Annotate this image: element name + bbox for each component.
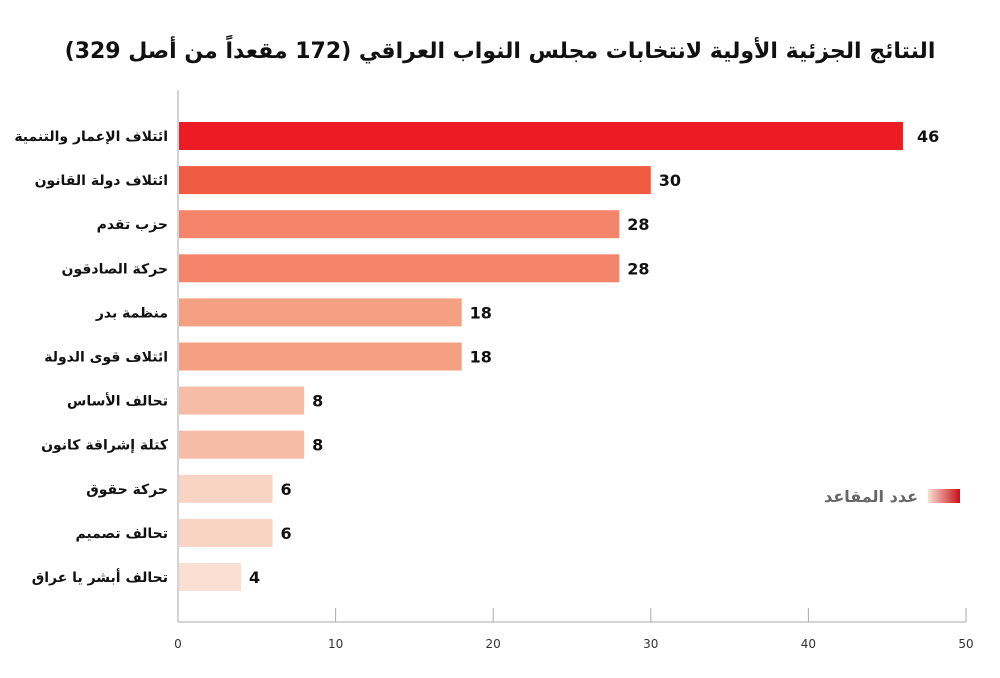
x-tick-label: 20: [486, 637, 501, 651]
category-label: حركة حقوق: [86, 482, 168, 498]
category-label: كتلة إشراقة كانون: [41, 438, 169, 454]
x-tick-label: 0: [174, 637, 182, 651]
legend-swatch: [928, 489, 960, 503]
category-label: ائتلاف قوى الدولة: [44, 350, 168, 366]
data-label: 28: [627, 215, 649, 234]
bar: [179, 166, 651, 195]
bar: [179, 342, 462, 371]
chart-title: النتائج الجزئية الأولية لانتخابات مجلس ا…: [64, 39, 936, 64]
category-label: منظمة بدر: [95, 305, 168, 321]
category-label: تحالف تصميم: [75, 526, 168, 542]
x-tick-label: 40: [801, 637, 816, 651]
data-label: 8: [312, 436, 323, 455]
bar: [179, 474, 273, 503]
data-label: 4: [249, 568, 260, 587]
bar: [179, 122, 903, 150]
bar: [179, 298, 462, 327]
data-label: 46: [917, 127, 939, 146]
category-label: تحالف أبشر يا عراق: [32, 568, 168, 586]
x-tick-label: 50: [958, 637, 973, 651]
bar: [179, 518, 273, 547]
x-tick-label: 30: [643, 637, 658, 651]
category-label: ائتلاف الإعمار والتنمية: [14, 129, 168, 145]
category-label: حركة الصادقون: [62, 261, 169, 277]
bar: [179, 254, 620, 283]
bar: [179, 430, 305, 459]
data-label: 18: [470, 348, 492, 367]
data-label: 6: [281, 480, 292, 499]
bar: [179, 563, 242, 591]
data-label: 6: [281, 524, 292, 543]
x-tick-label: 10: [328, 637, 343, 651]
category-label: حزب تقدم: [97, 217, 168, 233]
category-label: ائتلاف دولة القانون: [35, 173, 168, 189]
category-label: تحالف الأساس: [67, 393, 168, 410]
data-label: 18: [470, 303, 492, 322]
data-label: 28: [627, 259, 649, 278]
bar: [179, 210, 620, 239]
data-label: 30: [659, 171, 681, 190]
bar: [179, 386, 305, 415]
data-label: 8: [312, 392, 323, 411]
legend-label: عدد المقاعد: [824, 487, 918, 506]
